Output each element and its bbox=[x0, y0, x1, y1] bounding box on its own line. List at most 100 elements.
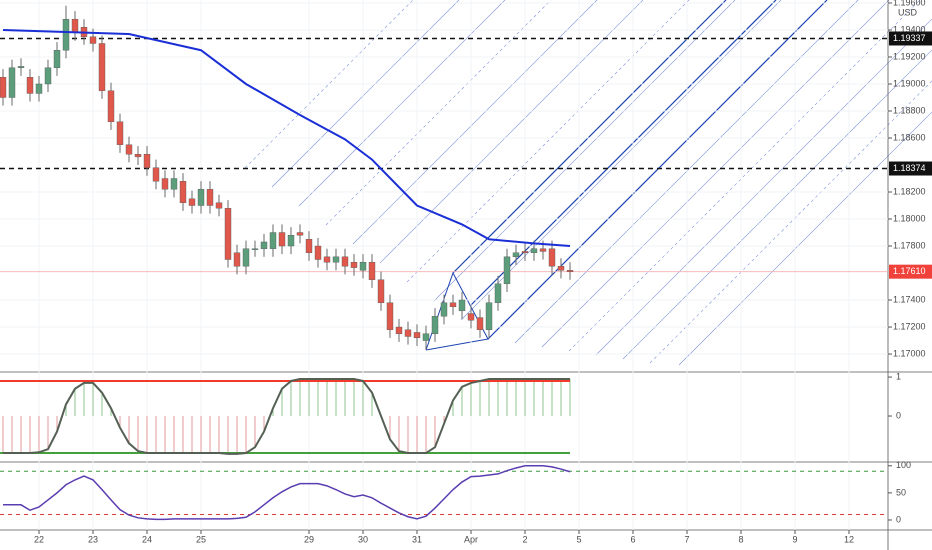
channel-line bbox=[541, 0, 890, 348]
candle-body bbox=[440, 302, 448, 317]
candle-body bbox=[260, 241, 268, 249]
last-price-box bbox=[889, 264, 932, 279]
y-tick-label: 1.19600 bbox=[893, 0, 926, 7]
channel-line bbox=[406, 0, 690, 283]
channel-line bbox=[352, 0, 598, 245]
candle-body bbox=[395, 326, 403, 334]
indicator-line bbox=[2, 465, 571, 521]
candle-body bbox=[476, 317, 484, 330]
pitchfork-tine bbox=[469, 0, 777, 307]
y-tick-label: 1.17200 bbox=[893, 321, 926, 331]
y-tick-label: 1 bbox=[896, 371, 901, 381]
candle-body bbox=[251, 248, 259, 250]
channel-line bbox=[622, 49, 932, 360]
candle-body bbox=[188, 198, 196, 206]
level-label: 1.18374 bbox=[893, 163, 926, 173]
candle-body bbox=[62, 18, 70, 51]
channel-line bbox=[271, 0, 460, 188]
x-tick-label: 29 bbox=[304, 534, 314, 544]
x-tick-label: 8 bbox=[738, 534, 743, 544]
candle-body bbox=[152, 167, 160, 182]
y-tick-label: 1.19200 bbox=[893, 51, 926, 61]
y-tick-label: 1.18600 bbox=[893, 132, 926, 142]
candle-body bbox=[17, 66, 25, 68]
candle-body bbox=[359, 262, 367, 271]
candle-body bbox=[530, 248, 538, 253]
x-tick-label: 23 bbox=[88, 534, 98, 544]
candle-body bbox=[35, 83, 43, 94]
y-tick-label: 1.18200 bbox=[893, 186, 926, 196]
candle-body bbox=[494, 283, 502, 303]
y-tick-label: 1.17000 bbox=[893, 348, 926, 358]
x-tick-label: 9 bbox=[792, 534, 797, 544]
channel-line bbox=[649, 80, 932, 364]
candle-body bbox=[332, 256, 340, 263]
pitchfork-tine bbox=[452, 0, 727, 274]
candle-body bbox=[287, 235, 295, 247]
candle-body bbox=[521, 251, 529, 253]
channel-line bbox=[433, 0, 736, 302]
candle-body bbox=[170, 178, 178, 190]
x-tick-label: 24 bbox=[142, 534, 152, 544]
candle-body bbox=[566, 270, 574, 272]
x-tick-label: Apr bbox=[464, 534, 478, 544]
x-tick-label: 6 bbox=[630, 534, 635, 544]
candle-body bbox=[305, 239, 313, 253]
y-tick-label: 1.18000 bbox=[893, 213, 926, 223]
candle-body bbox=[53, 50, 61, 68]
candle-body bbox=[431, 316, 439, 334]
candle-body bbox=[314, 245, 322, 260]
candle-body bbox=[107, 90, 115, 122]
y-tick-label: 0 bbox=[896, 410, 901, 420]
candle-body bbox=[323, 256, 331, 263]
x-tick-label: 2 bbox=[522, 534, 527, 544]
candle-body bbox=[458, 299, 466, 312]
x-tick-label: 25 bbox=[196, 534, 206, 544]
moving-average bbox=[2, 28, 571, 248]
candle-body bbox=[467, 313, 475, 321]
candle-body bbox=[368, 262, 376, 280]
x-tick-label: 7 bbox=[684, 534, 689, 544]
candle-body bbox=[269, 232, 277, 249]
y-tick-label: 100 bbox=[896, 460, 911, 470]
candle-body bbox=[8, 67, 16, 98]
x-tick-label: 12 bbox=[844, 534, 854, 544]
channel-line bbox=[325, 0, 552, 226]
candle-body bbox=[44, 67, 52, 85]
level-label: 1.19337 bbox=[893, 33, 926, 43]
candle-body bbox=[98, 43, 106, 91]
candle-body bbox=[539, 248, 547, 252]
candle-body bbox=[71, 18, 79, 33]
candle-body bbox=[503, 256, 511, 285]
candle-body bbox=[296, 232, 304, 236]
candle-body bbox=[422, 333, 430, 341]
candle-body bbox=[197, 189, 205, 206]
y-tick-label: 1.19000 bbox=[893, 78, 926, 88]
y-tick-label: 1.17800 bbox=[893, 240, 926, 250]
candle-body bbox=[485, 302, 493, 330]
x-tick-label: 22 bbox=[34, 534, 44, 544]
candle-body bbox=[377, 279, 385, 303]
candle-body bbox=[341, 256, 349, 267]
candle-body bbox=[161, 178, 169, 190]
y-tick-label: 1.18800 bbox=[893, 105, 926, 115]
candle-body bbox=[224, 208, 232, 260]
channel-line bbox=[595, 18, 932, 356]
x-tick-label: 5 bbox=[576, 534, 581, 544]
pitchfork bbox=[244, 0, 932, 366]
oscillator-line bbox=[2, 378, 570, 455]
candle-body bbox=[350, 262, 358, 268]
candle-body bbox=[548, 248, 556, 267]
y-tick-label: 1.19400 bbox=[893, 24, 926, 34]
candle-body bbox=[404, 329, 412, 337]
y-tick-label: 50 bbox=[896, 487, 906, 497]
y-tick-label: 0 bbox=[896, 514, 901, 524]
candle-body bbox=[179, 181, 187, 204]
candle-body bbox=[449, 302, 457, 307]
candle-body bbox=[557, 266, 565, 271]
candle-body bbox=[143, 154, 151, 168]
channel-line bbox=[568, 0, 921, 352]
candle-body bbox=[215, 202, 223, 209]
